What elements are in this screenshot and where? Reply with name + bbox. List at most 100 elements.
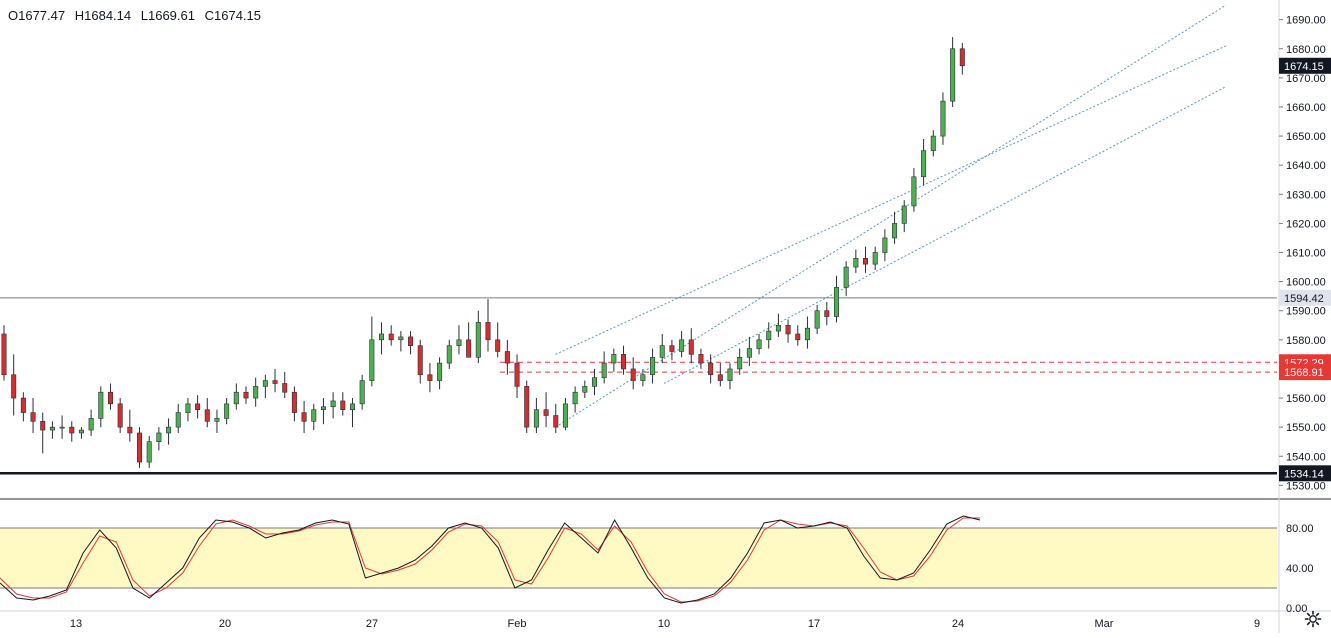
candle-body [485,322,491,341]
candle-body [524,386,530,428]
settings-button[interactable] [1301,607,1325,631]
candle-body [562,403,568,428]
candle-body [833,287,839,317]
candle-body [659,345,665,358]
candle-body [156,432,162,442]
time-axis-label: 9 [1254,618,1260,630]
candles [1,37,965,468]
candle-body [553,415,559,428]
candle-body [708,362,714,376]
candle-body [301,412,307,422]
oscillator-band [0,527,1277,589]
time-axis-label: 17 [808,618,820,630]
candle-body [466,339,472,358]
price-tick-label: 1590.00 [1286,306,1326,318]
price-tick-label: 1680.00 [1286,44,1326,56]
candle-body [514,362,520,387]
candle-body [88,418,94,431]
channel-line-1[interactable] [555,45,1227,355]
candle-body [175,412,181,428]
time-axis-label: 10 [658,618,670,630]
candle-body [59,426,65,429]
last-price-badge-bg [1279,57,1331,74]
candle-body [582,386,588,393]
candle-body [853,258,859,268]
price-tick-label: 1620.00 [1286,218,1326,230]
candle-body [243,391,249,399]
candle-body [78,429,84,434]
level-lower-badge: 1568.91 [1284,367,1324,379]
candle-body [824,310,830,317]
candle-body [475,322,481,358]
channel-line-0[interactable] [555,4,1227,428]
candle-body [30,412,36,422]
candle-body [698,354,704,364]
price-tick-label: 1660.00 [1286,102,1326,114]
candle-body [69,426,75,434]
horizontal-levels[interactable] [0,297,1277,475]
candle-body [533,409,539,428]
candle-body [291,391,297,413]
candle-body [950,48,956,102]
resistance-badge-bg [1279,289,1331,306]
candle-body [359,380,365,405]
candle-body [107,391,113,405]
candle-body [11,374,17,399]
candle-body [804,327,810,341]
candle-body [872,252,878,265]
candle-body [233,391,239,405]
stochastic-lines [0,515,981,604]
price-tick-label: 1580.00 [1286,335,1326,347]
candle-body [330,400,336,408]
candle-body [591,377,597,387]
support-badge-bg [1279,465,1331,482]
candle-body [369,339,375,381]
support-badge: 1534.14 [1284,468,1324,480]
price-tick-label: 1690.00 [1286,15,1326,27]
price-tick-label: 1550.00 [1286,422,1326,434]
ohlc-legend: O1677.47 H1684.14 L1669.61 C1674.15 [8,8,267,23]
candle-body [388,333,394,341]
candle-body [911,176,917,207]
candle-body [940,100,946,137]
candle-body [262,380,268,387]
oscillator-tick-label: 0.00 [1286,603,1307,615]
candle-body [795,333,801,341]
channel-line-2[interactable] [663,86,1227,384]
candle-body [650,356,656,376]
candle-body [379,333,385,341]
candle-body [456,339,462,346]
candle-body [224,403,230,419]
candle-body [311,409,317,422]
candle-body [408,336,414,346]
candle-body [340,400,346,410]
candle-body [253,386,259,399]
candle-body [572,391,578,405]
candle-body [843,266,849,288]
candle-body [669,345,675,352]
candle-body [204,409,210,422]
price-tick-label: 1610.00 [1286,248,1326,260]
candle-body [727,368,733,381]
level-lower-badge-bg [1279,364,1331,381]
candle-body [611,354,617,364]
price-tick-label: 1560.00 [1286,393,1326,405]
candle-body [746,348,752,358]
candle-body [214,418,220,422]
resistance-badge: 1594.42 [1284,293,1324,305]
gear-icon [1304,610,1322,628]
candle-body [688,339,694,355]
candle-body [117,403,123,428]
ohlc-low: L1669.61 [140,8,195,23]
candle-body [1,333,7,376]
candle-body [737,356,743,370]
candle-body [166,426,172,434]
channel-lines[interactable] [555,4,1227,428]
candle-body [543,409,549,416]
candle-body [775,324,781,332]
candle-body [640,374,646,381]
candle-body [882,237,888,253]
